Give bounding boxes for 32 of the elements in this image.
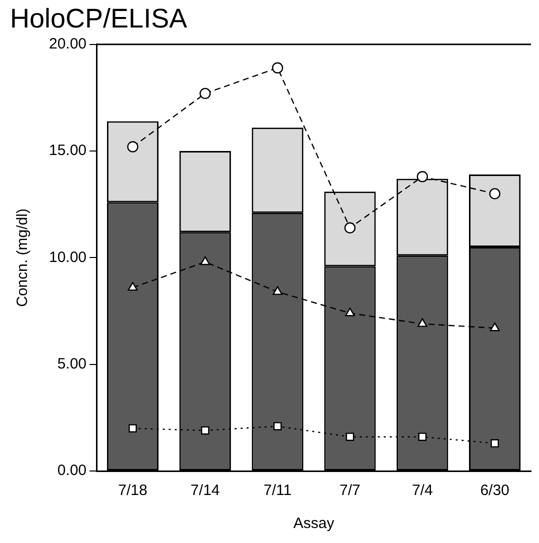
x-tick-label: 7/7 bbox=[340, 482, 360, 500]
x-tick-label: 7/4 bbox=[412, 482, 433, 500]
chart-title: HoloCP/ELISA bbox=[10, 4, 188, 34]
point bbox=[200, 88, 211, 100]
point bbox=[128, 424, 137, 432]
point bbox=[346, 432, 354, 442]
point bbox=[127, 141, 138, 152]
x-tick-label: 7/11 bbox=[264, 482, 292, 500]
point bbox=[345, 308, 355, 316]
point bbox=[128, 282, 138, 291]
point bbox=[201, 426, 210, 435]
point bbox=[272, 286, 282, 295]
x-tick-label: 7/18 bbox=[118, 482, 148, 500]
y-tick-label: 15.00 bbox=[48, 142, 87, 160]
point bbox=[490, 439, 499, 448]
x-tick-label: 7/14 bbox=[190, 482, 220, 500]
point bbox=[272, 62, 284, 74]
y-tick-label: 10.00 bbox=[48, 248, 87, 266]
point bbox=[344, 222, 356, 234]
point bbox=[418, 432, 427, 442]
point bbox=[273, 422, 282, 430]
point bbox=[490, 322, 500, 332]
y-tick-label: 0.00 bbox=[57, 462, 87, 480]
point bbox=[417, 318, 428, 327]
point bbox=[200, 256, 210, 266]
y-tick-label: 5.00 bbox=[57, 355, 87, 372]
x-axis-title: Assay bbox=[293, 515, 335, 532]
point bbox=[416, 171, 428, 182]
x-tick-label: 6/30 bbox=[480, 482, 510, 500]
y-tick-label: 20.00 bbox=[48, 36, 87, 53]
point bbox=[489, 188, 500, 200]
y-axis-title: Concn. (mg/dl) bbox=[14, 208, 32, 307]
